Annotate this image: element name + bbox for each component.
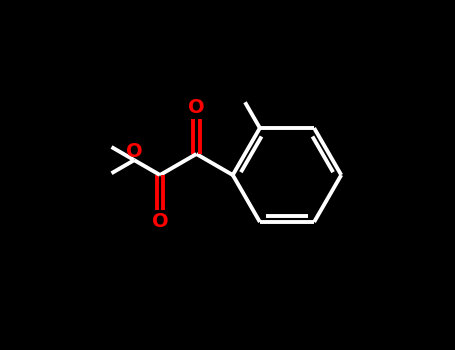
Text: O: O bbox=[126, 142, 142, 161]
Text: O: O bbox=[152, 212, 168, 231]
Text: O: O bbox=[188, 98, 205, 117]
